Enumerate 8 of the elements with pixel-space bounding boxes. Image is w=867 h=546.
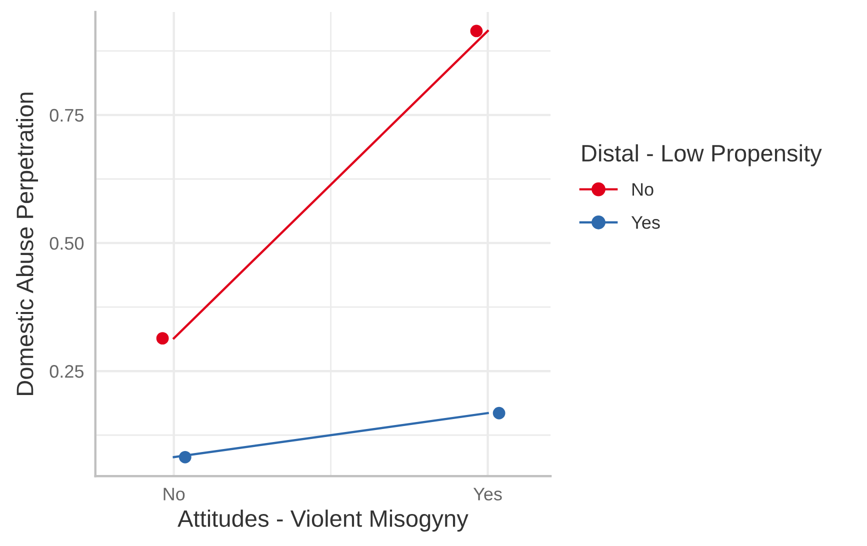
legend-title: Distal - Low Propensity xyxy=(582,144,822,166)
legend-label: No xyxy=(632,183,654,196)
y-tick-label: 0.50 xyxy=(50,236,84,250)
x-axis-title: Attitudes - Violent Misogyny xyxy=(178,510,468,532)
y-tick-label: 0.25 xyxy=(50,365,84,378)
legend-label: Yes xyxy=(631,216,660,229)
y-tick-label: 0.75 xyxy=(50,108,84,122)
y-axis-title: Domestic Abuse Perpetration xyxy=(16,92,38,396)
